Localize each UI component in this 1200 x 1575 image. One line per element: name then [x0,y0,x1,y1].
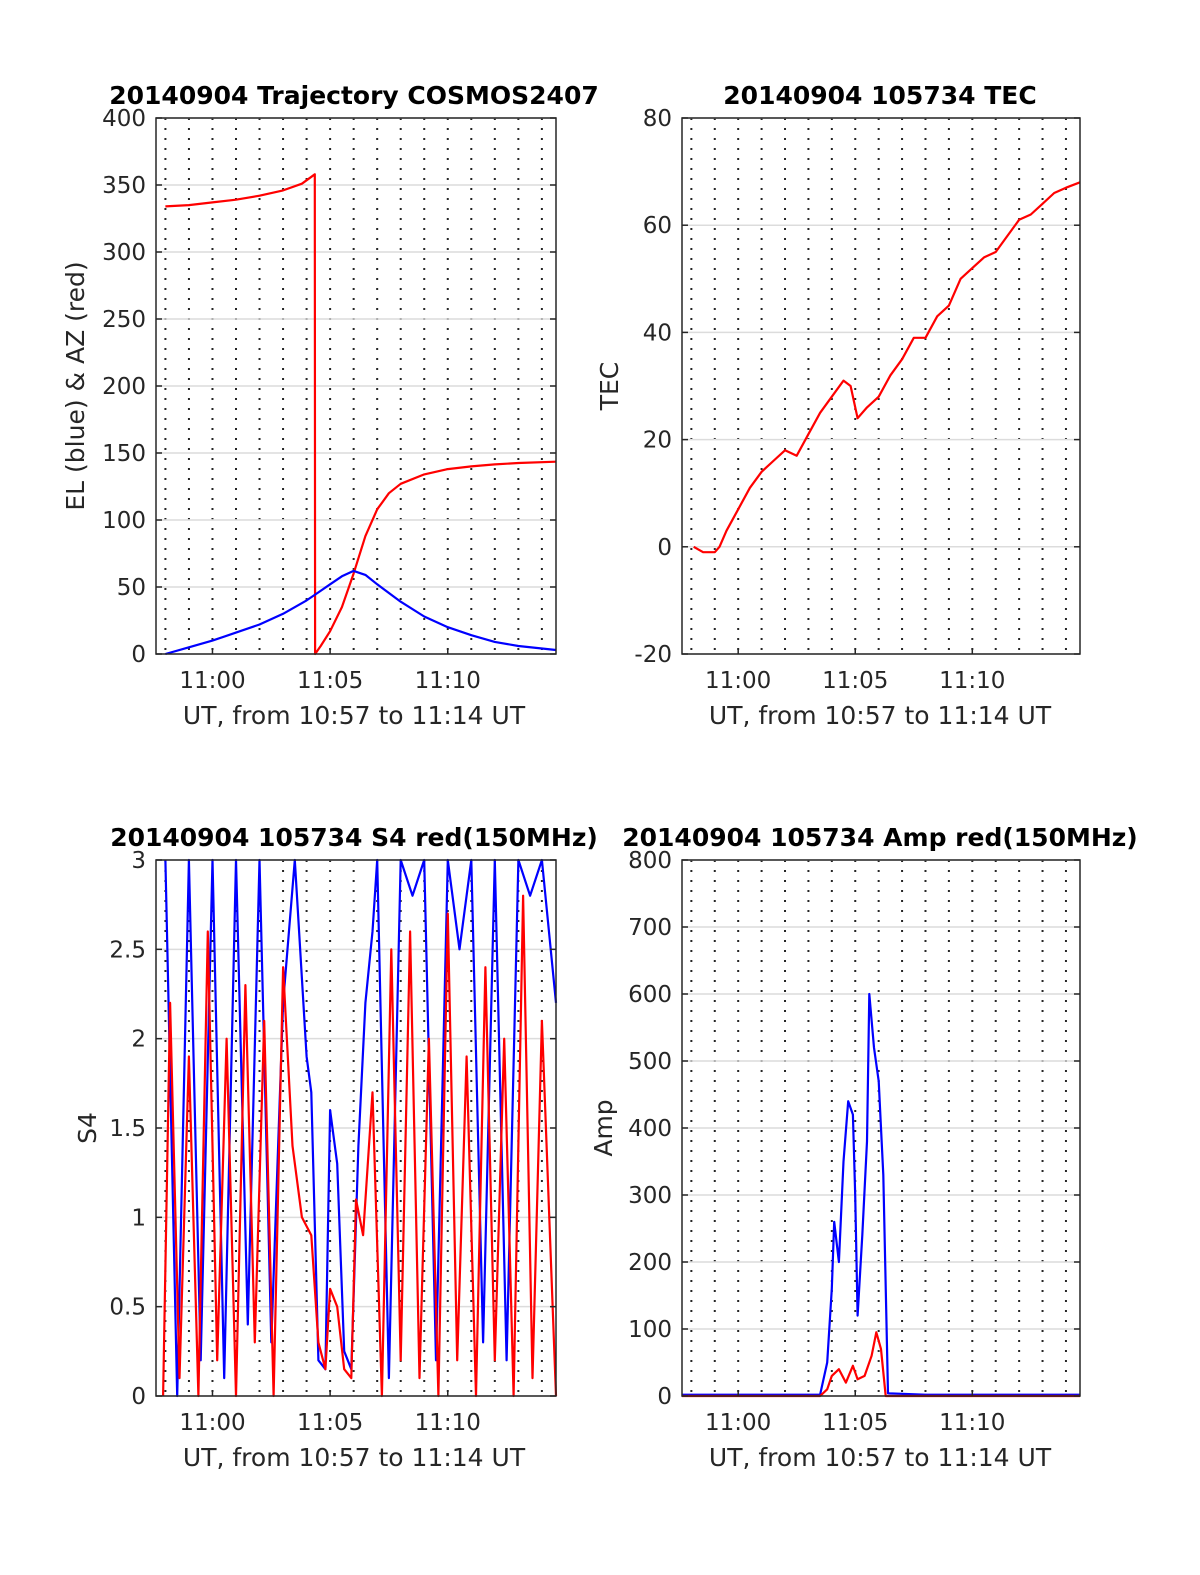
y-tick-label: 200 [628,1250,672,1276]
panel-tec: 20140904 105734 TEC -20 0 20 40 60 80 11:00 11:… [595,81,1081,730]
x-tick-label: 11:10 [415,1410,481,1436]
series-line-0 [693,181,1081,554]
y-tick-label: 250 [102,307,146,333]
y-tick-label: 3 [131,848,146,874]
plot-background [682,118,1080,654]
y-tick-label: 800 [628,848,672,874]
x-tick-label: 11:00 [179,668,245,694]
y-tick-label: 600 [628,982,672,1008]
y-tick-label: 350 [102,173,146,199]
x-tick-label: 11:05 [297,668,363,694]
x-tick-label: 11:00 [179,1410,245,1436]
y-tick-label: 0.5 [109,1295,146,1321]
y-tick-label: 0 [657,535,672,561]
y-tick-label: 1 [131,1205,146,1231]
y-tick-label: 60 [643,213,672,239]
y-tick-label: 700 [628,915,672,941]
plot-area: 0 100 200 300 400 500 600 700 800 11:00 11:05 11:10 [628,848,1081,1436]
y-tick-label: 500 [628,1049,672,1075]
y-tick-label: 300 [102,240,146,266]
axes-frame [681,117,1081,655]
x-axis-label: UT, from 10:57 to 11:14 UT [183,701,526,730]
y-tick-label: 400 [628,1116,672,1142]
y-tick-label: 150 [102,441,146,467]
y-axis-label: Amp [589,1099,618,1156]
series-line-1 [682,1331,1080,1398]
y-tick-label: 0 [131,1384,146,1410]
chart-title: 20140904 Trajectory COSMOS2407 [109,81,599,110]
x-axis-label: UT, from 10:57 to 11:14 UT [709,1443,1052,1472]
x-tick-label: 11:00 [705,668,771,694]
x-tick-label: 11:10 [939,1410,1005,1436]
x-tick-label: 11:10 [939,668,1005,694]
series-line-1 [165,569,557,656]
series-line-0 [682,992,1080,1396]
plot-area: -20 0 20 40 60 80 11:00 11:05 11:10 [634,106,1081,694]
chart-title: 20140904 105734 Amp red(150MHz) [622,823,1138,852]
x-axis-label: UT, from 10:57 to 11:14 UT [709,701,1052,730]
y-tick-label: 300 [628,1183,672,1209]
chart-title: 20140904 105734 S4 red(150MHz) [110,823,598,852]
panel-s4: 20140904 105734 S4 red(150MHz) 0 0.5 1 1.5 2… [73,823,598,1472]
x-tick-label: 11:05 [822,668,888,694]
series-line-0 [165,173,557,656]
x-tick-label: 11:05 [297,1410,363,1436]
y-tick-label: 0 [131,642,146,668]
x-axis-label: UT, from 10:57 to 11:14 UT [183,1443,526,1472]
panel-amp: 20140904 105734 Amp red(150MHz) 0 100 200 3… [589,823,1138,1472]
y-axis-label: EL (blue) & AZ (red) [61,261,90,510]
x-tick-label: 11:00 [705,1410,771,1436]
y-tick-label: 20 [643,428,672,454]
y-tick-label: 1.5 [109,1116,146,1142]
y-tick-label: 0 [657,1384,672,1410]
y-tick-label: 40 [643,320,672,346]
y-tick-label: 2 [131,1027,146,1053]
y-axis-label: S4 [73,1112,102,1144]
y-tick-label: 200 [102,374,146,400]
plot-area: 0 0.5 1 1.5 2 2.5 3 11:00 11:05 11:10 [109,848,558,1436]
y-tick-label: 80 [643,106,672,132]
x-tick-label: 11:10 [415,668,481,694]
series-line-1 [162,894,558,1398]
y-tick-label: -20 [634,642,672,668]
chart-title: 20140904 105734 TEC [723,81,1036,110]
y-tick-label: 100 [628,1317,672,1343]
y-tick-label: 50 [117,575,146,601]
panel-trajectory: 20140904 Trajectory COSMOS2407 0 50 100 150… [61,81,599,730]
x-tick-label: 11:05 [822,1410,888,1436]
y-tick-label: 100 [102,508,146,534]
plot-area: 0 50 100 150 200 250 300 350 400 11:00 11:05 11:10 [102,106,557,694]
y-axis-label: TEC [595,362,624,412]
y-tick-label: 400 [102,106,146,132]
y-tick-label: 2.5 [109,937,146,963]
